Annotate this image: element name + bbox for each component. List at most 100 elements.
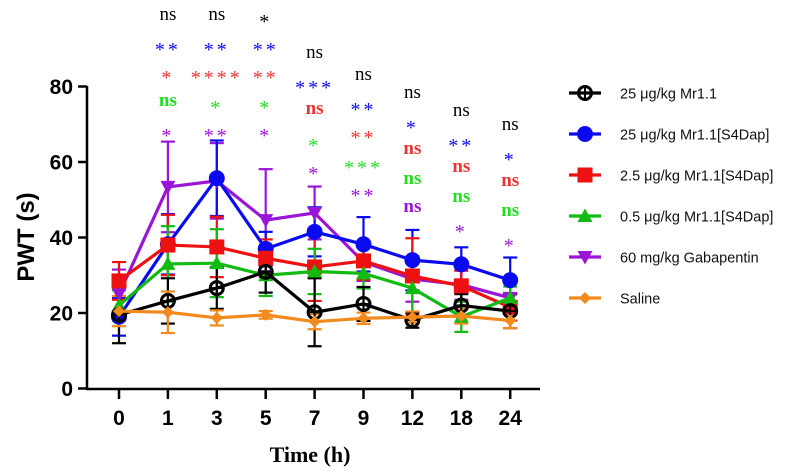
data-point — [210, 311, 223, 324]
significance-label: ** — [155, 39, 181, 61]
legend: 25 μg/kg Mr1.1 25 μg/kg Mr1.1[S4Dap] 2.5 μ… — [569, 85, 773, 308]
significance-label: * — [259, 11, 272, 33]
data-point — [355, 236, 372, 253]
significance-label: ** — [351, 99, 377, 121]
annotation-column-5: ******* — [253, 11, 279, 147]
significance-label: ** — [351, 127, 377, 149]
significance-label: **** — [191, 67, 243, 89]
data-point — [209, 255, 225, 270]
significance-label: * — [455, 221, 468, 243]
significance-label: * — [406, 117, 419, 139]
annotation-column-1: ns***ns* — [155, 4, 181, 147]
data-point — [160, 256, 176, 270]
annotation-column-9: ns********* — [344, 64, 383, 207]
series-0 — [111, 263, 519, 329]
significance-label: ns — [306, 42, 323, 63]
legend-marker — [577, 126, 593, 142]
significance-label: ns — [501, 200, 519, 221]
significance-label: ns — [452, 156, 470, 177]
data-point — [209, 239, 225, 255]
y-tick-label: 0 — [61, 378, 73, 401]
data-point — [160, 237, 176, 253]
data-point — [111, 273, 127, 289]
significance-label: * — [161, 125, 174, 147]
significance-label: ns — [403, 196, 421, 217]
legend-item: 25 μg/kg Mr1.1 — [569, 85, 717, 103]
data-point — [406, 311, 419, 324]
significance-label: ns — [453, 100, 470, 121]
legend-item: 0.5 μg/kg Mr1.1[S4Dap] — [569, 208, 773, 226]
significance-label: * — [308, 135, 321, 157]
x-tick-label: 3 — [211, 407, 223, 430]
significance-label: * — [504, 235, 517, 257]
significance-label: ns — [355, 64, 372, 85]
data-point — [258, 250, 274, 266]
legend-marker — [579, 292, 591, 304]
x-tick-label: 12 — [401, 407, 424, 430]
y-tick-label: 60 — [50, 152, 73, 175]
legend-label: 0.5 μg/kg Mr1.1[S4Dap] — [620, 210, 773, 226]
data-point — [259, 308, 272, 321]
data-point — [404, 268, 420, 284]
legend-label: 2.5 μg/kg Mr1.1[S4Dap] — [620, 169, 773, 185]
significance-label: ** — [253, 39, 279, 61]
legend-label: 60 mg/kg Gabapentin — [620, 251, 759, 267]
y-tick-label: 40 — [50, 227, 73, 250]
significance-label: * — [161, 67, 174, 89]
data-point — [258, 214, 274, 228]
significance-label: ns — [159, 90, 177, 111]
data-point — [504, 314, 517, 327]
significance-label: ns — [159, 4, 176, 25]
data-point — [356, 253, 371, 269]
data-point — [111, 288, 127, 302]
significance-annotations: ns***ns*ns****************ns***ns**ns***… — [155, 4, 519, 257]
x-tick-label: 7 — [309, 407, 321, 430]
x-tick-label: 24 — [499, 407, 523, 430]
significance-label: ns — [404, 82, 421, 103]
data-point — [453, 278, 469, 294]
significance-label: * — [308, 163, 321, 185]
significance-label: * — [210, 97, 223, 119]
data-point — [453, 297, 470, 314]
data-point — [357, 312, 370, 325]
significance-label: ns — [501, 170, 519, 191]
x-tick-label: 18 — [450, 407, 474, 430]
x-tick-label: 0 — [113, 407, 125, 430]
data-point — [160, 180, 176, 195]
axes: 0 20 40 60 80 0 1 3 5 7 9 12 18 24 PWT (s) Time (h) — [13, 76, 540, 467]
y-tick-label: 20 — [50, 303, 73, 326]
legend-label: 25 μg/kg Mr1.1 — [620, 87, 717, 103]
data-point — [502, 290, 518, 304]
data-point — [208, 280, 225, 297]
data-point — [113, 305, 125, 318]
data-point — [308, 315, 321, 328]
significance-label: *** — [344, 157, 383, 179]
significance-label: ** — [204, 39, 230, 61]
y-axis-title: PWT (s) — [13, 192, 40, 281]
significance-label: * — [259, 125, 272, 147]
plot-area — [111, 139, 519, 348]
data-point — [455, 310, 468, 323]
legend-marker — [577, 208, 593, 222]
legend-label: 25 μg/kg Mr1.1[S4Dap] — [620, 128, 769, 144]
legend-marker — [577, 251, 593, 265]
significance-label: ns — [306, 98, 324, 119]
significance-label: ** — [204, 125, 230, 147]
legend-label: Saline — [620, 292, 660, 308]
legend-marker — [577, 167, 593, 183]
x-tick-label: 9 — [358, 407, 370, 430]
significance-label: *** — [295, 77, 334, 99]
data-point — [257, 263, 274, 280]
data-point — [161, 306, 174, 319]
data-point — [404, 280, 420, 295]
significance-label: ns — [208, 4, 225, 25]
significance-label: ns — [452, 186, 470, 207]
data-point — [208, 170, 225, 187]
data-point — [356, 265, 371, 280]
annotation-column-7: ns***ns** — [295, 42, 334, 185]
annotation-column-3: ns********* — [191, 4, 243, 147]
